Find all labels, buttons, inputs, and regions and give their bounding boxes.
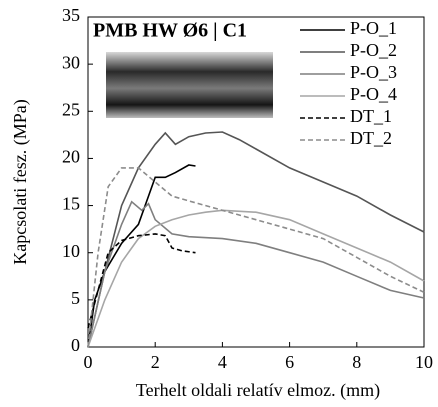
y-tick-label: 20 [62,147,80,167]
x-tick-label: 0 [84,352,93,372]
x-axis-label: Terhelt oldali relatív elmoz. (mm) [136,380,380,401]
series-line [87,164,196,348]
x-tick-label: 10 [415,352,433,372]
legend-label: P-O_3 [350,62,397,82]
legend-label: P-O_1 [350,18,397,38]
legend-label: DT_1 [350,106,392,126]
y-tick-label: 15 [62,194,80,214]
specimen-photo [106,52,273,118]
y-tick-label: 10 [62,241,80,261]
chart-title: PMB HW Ø6 | C1 [93,20,247,42]
x-tick-label: 8 [352,352,361,372]
y-tick-label: 25 [62,99,80,119]
y-tick-label: 5 [71,288,80,308]
series-line [87,167,425,348]
legend-label: P-O_2 [350,40,397,60]
series-line [87,200,425,348]
y-axis-label: Kapcsolati fesz. (MPa) [10,99,31,264]
legend-label: DT_2 [350,128,392,148]
x-tick-label: 2 [151,352,160,372]
legend-label: P-O_4 [350,84,397,104]
plot-frame [87,16,425,348]
y-tick-label: 30 [62,52,80,72]
y-tick-label: 35 [62,5,80,25]
x-tick-label: 6 [285,352,294,372]
series-line [87,209,425,348]
x-tick-label: 4 [218,352,227,372]
series-line [87,233,196,329]
y-tick-label: 0 [71,335,80,355]
series-line [87,131,425,348]
